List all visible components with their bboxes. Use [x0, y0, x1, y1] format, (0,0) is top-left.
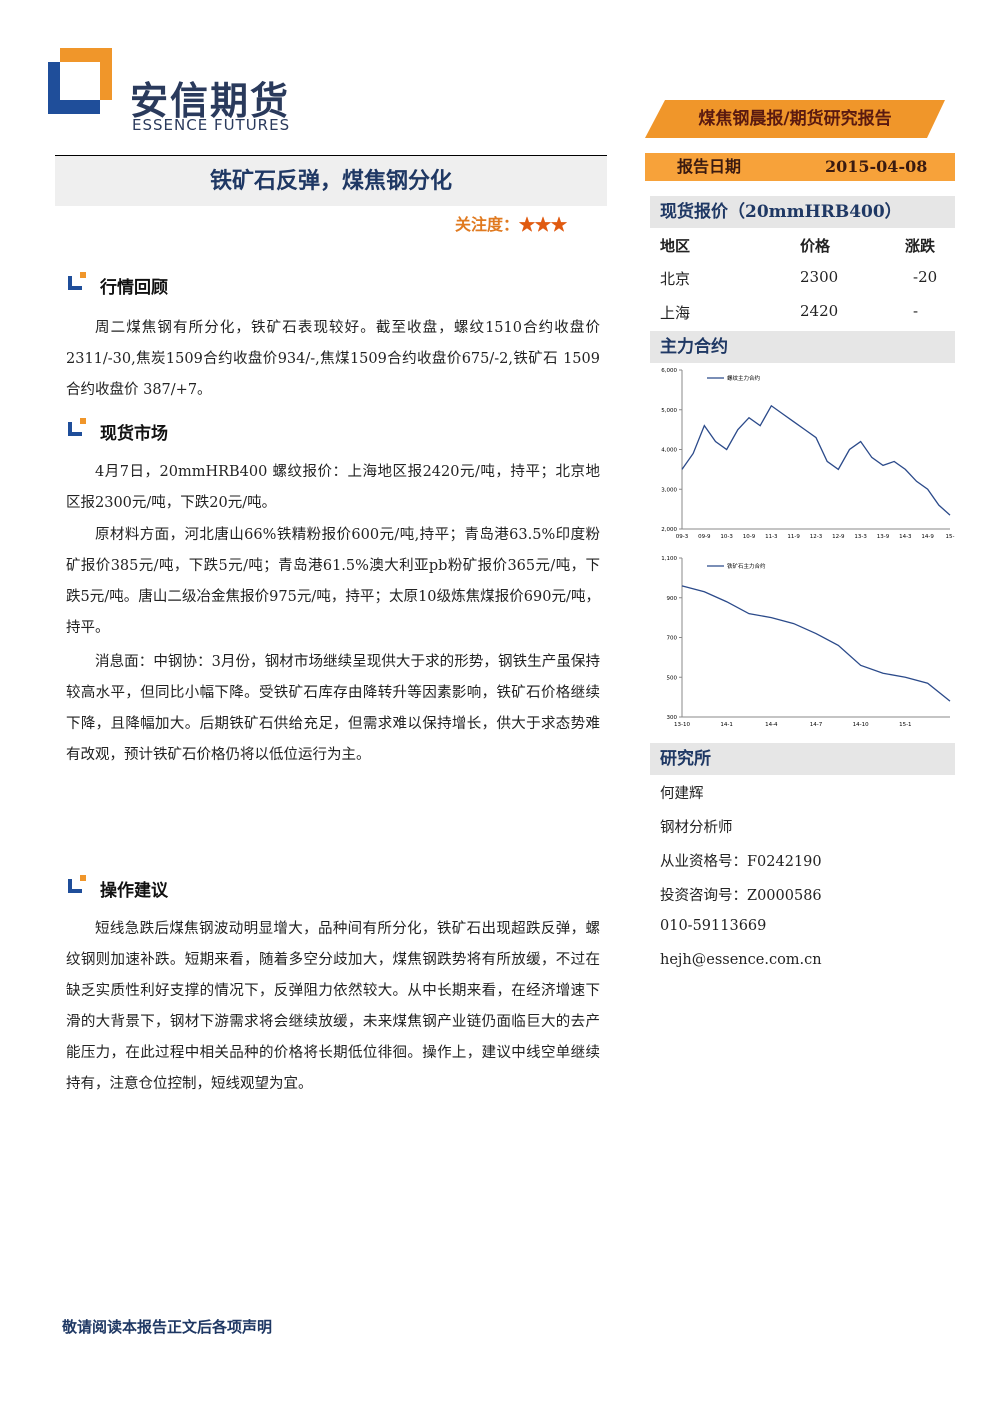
- contracts-heading: 主力合约: [650, 331, 955, 363]
- attention-stars: ★★★: [519, 215, 568, 234]
- line: [681, 585, 951, 702]
- paragraph: 短线急跌后煤焦钢波动明显增大，品种间有所分化，铁矿石出现超跌反弹，螺纹钢则加速补…: [66, 921, 600, 1092]
- y-tick-label: 300: [667, 715, 678, 721]
- y-tick-label: 3,000: [661, 487, 677, 493]
- footer: 敬请阅读本报告正文后各项声明: [62, 1318, 273, 1336]
- table-cell: -20: [913, 268, 938, 286]
- attention: 关注度：★★★: [455, 211, 567, 235]
- x-tick-label: 13-9: [877, 534, 890, 540]
- section-heading: 现货市场: [68, 418, 168, 444]
- research-line: 从业资格号：F0242190: [660, 854, 822, 870]
- x-tick-label: 14-3: [899, 534, 912, 540]
- x-tick-label: 14-10: [853, 722, 869, 728]
- section-icon: [68, 272, 86, 290]
- x-tick-label: 10-3: [720, 534, 733, 540]
- paragraph: 周二煤焦钢有所分化，铁矿石表现较好。截至收盘，螺纹1510合约收盘价2311/-…: [66, 320, 600, 398]
- section-heading: 行情回顾: [68, 272, 168, 298]
- report-type: 煤焦钢晨报/期货研究报告: [698, 109, 892, 129]
- x-tick-label: 13-10: [674, 722, 690, 728]
- x-tick-label: 14-9: [921, 534, 934, 540]
- legend-label: 铁矿石主力合约: [727, 562, 766, 570]
- y-tick-label: 6,000: [661, 368, 677, 374]
- x-tick-label: 14-4: [765, 722, 778, 728]
- x-tick-label: 09-9: [698, 534, 711, 540]
- research-line: 010-59113669: [660, 918, 767, 934]
- table-cell: 上海: [660, 304, 691, 322]
- x-tick-label: 10-9: [743, 534, 756, 540]
- paragraph: 4月7日，20mmHRB400 螺纹报价：上海地区报2420元/吨，持平；北京地…: [66, 464, 600, 511]
- research-line: 钢材分析师: [660, 820, 733, 836]
- research-line: 何建辉: [660, 786, 704, 802]
- table-header: 地区: [660, 237, 691, 255]
- y-tick-label: 2,000: [661, 527, 677, 533]
- x-tick-label: 15-1: [899, 722, 911, 728]
- line: [681, 404, 951, 516]
- research-heading: 研究所: [650, 743, 955, 775]
- legend-label: 螺纹主力合约: [727, 374, 761, 382]
- table-cell: 北京: [660, 270, 691, 288]
- y-tick-label: 1,100: [661, 556, 677, 562]
- title: 铁矿石反弹，煤焦钢分化: [55, 155, 607, 206]
- x-tick-label: 14-1: [720, 722, 732, 728]
- table-cell: -: [913, 302, 919, 320]
- research-line: 投资咨询号：Z0000586: [660, 888, 822, 904]
- logo-mark: [48, 48, 112, 114]
- table-cell: 2300: [800, 268, 839, 286]
- logo-cn: 安信期货: [130, 79, 291, 123]
- x-tick-label: 09-3: [676, 534, 689, 540]
- y-tick-label: 4,000: [661, 448, 677, 454]
- x-tick-label: 11-9: [787, 534, 800, 540]
- paragraph: 消息面：中钢协：3月份，钢材市场继续呈现供大于求的形势，钢铁生产虽保持较高水平，…: [66, 654, 600, 763]
- banner-shape: [645, 100, 945, 138]
- x-tick-label: 15-: [946, 534, 955, 540]
- table-cell: 2420: [800, 302, 839, 320]
- attention-label: 关注度：: [455, 215, 520, 234]
- section-heading: 操作建议: [68, 875, 168, 901]
- section-icon: [68, 418, 86, 436]
- x-tick-label: 11-3: [765, 534, 778, 540]
- table-header: 涨跌: [905, 237, 936, 255]
- y-tick-label: 5,000: [661, 408, 677, 414]
- spot-heading: 现货报价（20mmHRB400）: [650, 196, 955, 228]
- paragraph: 原材料方面，河北唐山66%铁精粉报价600元/吨,持平；青岛港63.5%印度粉矿…: [66, 527, 600, 636]
- x-tick-label: 13-3: [854, 534, 867, 540]
- y-tick-label: 500: [667, 675, 678, 681]
- y-tick-label: 700: [667, 636, 678, 642]
- date: 2015-04-08: [825, 157, 928, 176]
- section-icon: [68, 875, 86, 893]
- logo-en: ESSENCE FUTURES: [132, 116, 291, 134]
- x-tick-label: 12-3: [810, 534, 823, 540]
- chart: 2,000 3,000 4,000 5,000 6,000 09-3 09-9 10-3 10-…: [661, 368, 955, 540]
- x-tick-label: 12-9: [832, 534, 845, 540]
- research-line: hejh@essence.com.cn: [660, 952, 822, 968]
- table-header: 价格: [800, 237, 831, 255]
- x-tick-label: 14-7: [810, 722, 823, 728]
- date-label: 报告日期: [677, 157, 742, 176]
- y-tick-label: 900: [667, 596, 678, 602]
- date-bar: 报告日期 2015-04-08: [645, 153, 955, 181]
- chart: 300 500 700 900 1,100 13-10 14-1 14-4 14-7 14-10 1…: [661, 556, 951, 728]
